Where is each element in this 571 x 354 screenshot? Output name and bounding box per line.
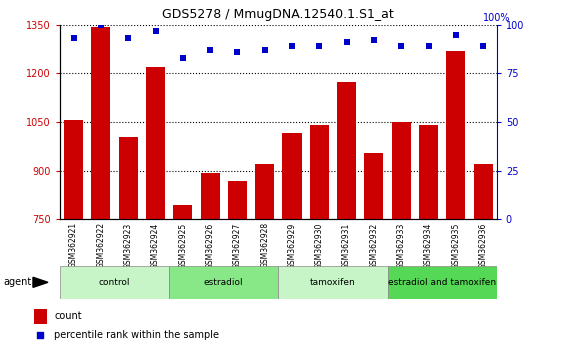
Text: control: control [99,278,130,287]
Text: 100%: 100% [483,13,510,23]
Bar [255,164,274,219]
Bar [119,137,138,219]
Bar [388,266,497,299]
Bar [200,173,220,219]
Bar [146,67,165,219]
Title: GDS5278 / MmugDNA.12540.1.S1_at: GDS5278 / MmugDNA.12540.1.S1_at [163,8,394,21]
Bar [169,266,279,299]
Bar [64,120,83,219]
Polygon shape [33,277,48,287]
Bar [364,153,384,219]
Point [369,38,379,43]
Text: agent: agent [3,277,31,287]
Point [451,32,460,37]
Point [96,22,106,28]
Point [478,44,488,49]
Bar [173,205,192,219]
Bar [337,81,356,219]
Bar [392,122,411,219]
Bar [419,125,438,219]
Point [233,49,242,55]
Point [342,40,351,45]
Bar [283,133,301,219]
Bar [309,125,329,219]
Text: estradiol: estradiol [204,278,244,287]
Point [424,44,433,49]
Point [315,44,324,49]
Text: count: count [54,311,82,321]
Bar [60,266,169,299]
Bar [279,266,388,299]
Point [69,35,78,41]
Text: tamoxifen: tamoxifen [310,278,356,287]
Bar [91,27,110,219]
Point [206,47,215,53]
Bar [473,164,493,219]
Point [35,332,45,338]
Bar [34,309,47,324]
Point [260,47,270,53]
Point [287,44,296,49]
Point [178,55,187,61]
Text: percentile rank within the sample: percentile rank within the sample [54,330,219,340]
Point [124,35,133,41]
Point [397,44,406,49]
Text: estradiol and tamoxifen: estradiol and tamoxifen [388,278,496,287]
Point [151,28,160,33]
Bar [447,51,465,219]
Bar [228,181,247,219]
